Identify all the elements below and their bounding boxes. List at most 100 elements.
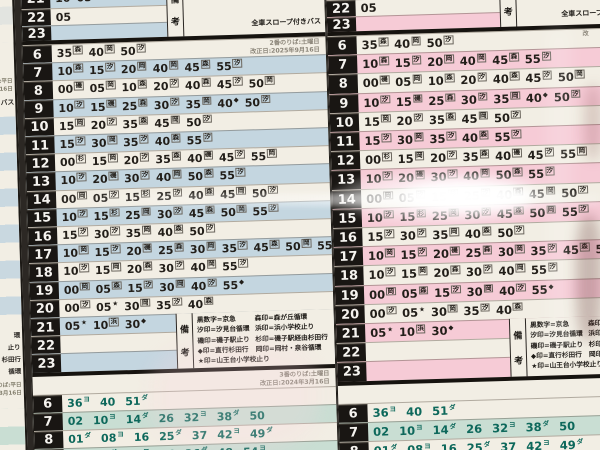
minute-value: 25 <box>463 188 480 203</box>
destination-mark: 杉 <box>76 154 86 164</box>
destination-mark: 汐 <box>268 203 279 213</box>
time-cell: 14ダ <box>432 422 456 437</box>
minute-value: 30 <box>91 136 107 151</box>
destination-mark: 汐 <box>416 228 427 238</box>
minute-value: 40 <box>99 395 116 409</box>
destination-mark: 汐 <box>383 210 394 219</box>
minute-value: 30 <box>158 262 175 276</box>
minute-value: 40 <box>155 171 172 185</box>
time-cell: 35 岡 <box>126 225 152 240</box>
destination-mark: 汐 <box>511 129 522 139</box>
minute-value: 20 <box>126 244 142 259</box>
minute-value: 45 <box>184 61 201 75</box>
destination-mark: ヨ <box>199 409 207 418</box>
time-cell: 16 <box>134 430 150 443</box>
destination-mark: ★ <box>80 318 88 327</box>
minute-value: 50 <box>185 115 202 130</box>
hour-cell: 20 <box>335 304 365 324</box>
destination-mark: 汐 <box>446 131 457 141</box>
time-cell: 15 汐 <box>59 136 86 151</box>
time-cell: 55◆ <box>531 282 553 297</box>
time-cell: 55汐 <box>317 239 332 252</box>
destination-mark: ★ <box>387 325 394 334</box>
time-cell: 08ヨ <box>407 442 431 450</box>
minute-value: 45 <box>525 71 542 86</box>
minute-value: 45 <box>492 53 509 68</box>
time-cell: 08ヨ <box>101 430 124 445</box>
time-cell: 02 <box>373 424 389 438</box>
hour-cell: 18 <box>29 263 59 282</box>
destination-mark: ダ <box>141 393 149 402</box>
minute-value: 20 <box>433 266 450 281</box>
minute-value: 20 <box>396 113 413 128</box>
remark-key: 岡印=岡村・泉谷循環 <box>255 343 322 354</box>
minute-value: 40 <box>492 72 510 87</box>
hour-cell: 17 <box>28 245 59 264</box>
minute-value: 40 <box>188 188 204 202</box>
destination-mark: 磯 <box>511 148 522 158</box>
minute-value: 35 <box>361 37 378 53</box>
minute-value: 50 <box>285 240 301 254</box>
time-cell: 50 汐 <box>497 225 524 240</box>
destination-mark: 汐 <box>139 152 150 162</box>
time-cell: 35 森 <box>57 45 83 60</box>
time-cell: 35 汐 <box>156 297 182 312</box>
minute-value: 35 <box>122 117 139 132</box>
destination-mark: 汐 <box>169 97 180 106</box>
destination-mark: 岡 <box>201 96 212 106</box>
minute-value: 05 <box>398 190 415 205</box>
destination-mark: 汐 <box>384 229 394 239</box>
time-cell: 30 汐 <box>461 92 488 107</box>
time-cell: 35 森 <box>462 149 490 164</box>
destination-mark: 岡 <box>410 36 421 46</box>
minute-value: 20 <box>153 80 169 94</box>
hour-cell: 8 <box>339 441 369 450</box>
minute-value: 37 <box>500 439 517 450</box>
time-cell: 15 汐 <box>62 227 89 242</box>
destination-mark: 汐 <box>173 206 183 216</box>
destination-mark: 森 <box>478 130 489 140</box>
minute-value: 30 <box>431 323 448 339</box>
time-cell: 10 汐 <box>60 172 87 188</box>
destination-mark: 汐 <box>385 267 396 277</box>
time-cell: 15 岡 <box>401 266 428 282</box>
minute-value: 20 <box>427 54 444 70</box>
destination-mark: ◆ <box>542 90 548 99</box>
destination-mark: 岡 <box>483 283 494 293</box>
destination-mark: ダ <box>201 445 208 450</box>
time-cell: 00 杉 <box>60 154 86 169</box>
remarks-text: 黒数字=京急全車スロープ付きバス <box>183 0 326 36</box>
destination-mark: 汐 <box>547 243 558 253</box>
destination-mark: 森 <box>72 45 83 55</box>
minute-value: 30 <box>465 265 483 280</box>
destination-mark: 森 <box>482 245 493 255</box>
minute-value: 40 <box>459 53 476 69</box>
minute-value: 05 <box>401 305 419 320</box>
time-cell: 20 森 <box>127 261 153 277</box>
destination-mark: 汐 <box>547 262 558 272</box>
minute-value: 35 <box>155 153 171 167</box>
time-cell: 45 岡 <box>461 111 489 126</box>
destination-mark: ダ <box>483 440 491 449</box>
remark-key: ★印=山王台小学校止り <box>197 355 270 366</box>
destination-mark: 汐 <box>237 240 248 250</box>
minute-value: 50 <box>120 44 136 59</box>
time-cell: 50 汐 <box>252 185 278 200</box>
time-cell: 00 汐 <box>64 300 91 315</box>
time-cell: 25 森 <box>122 98 148 113</box>
time-cell: 45 汐 <box>525 70 552 86</box>
destination-mark: 岡 <box>170 115 181 125</box>
minute-value: 26 <box>158 411 175 425</box>
time-cell: 35 汐 <box>530 243 558 258</box>
minute-value: 55 <box>530 263 548 278</box>
time-cell: 10 岡 <box>368 248 395 263</box>
time-cell: 40 磯 <box>495 148 522 163</box>
remark-key: ★印=山王台小学校止り <box>531 360 600 371</box>
time-cell: 25 森 <box>428 93 455 108</box>
minute-value: 25 <box>431 208 449 223</box>
minute-value: 50 <box>497 225 514 241</box>
destination-mark: 森 <box>170 133 181 143</box>
